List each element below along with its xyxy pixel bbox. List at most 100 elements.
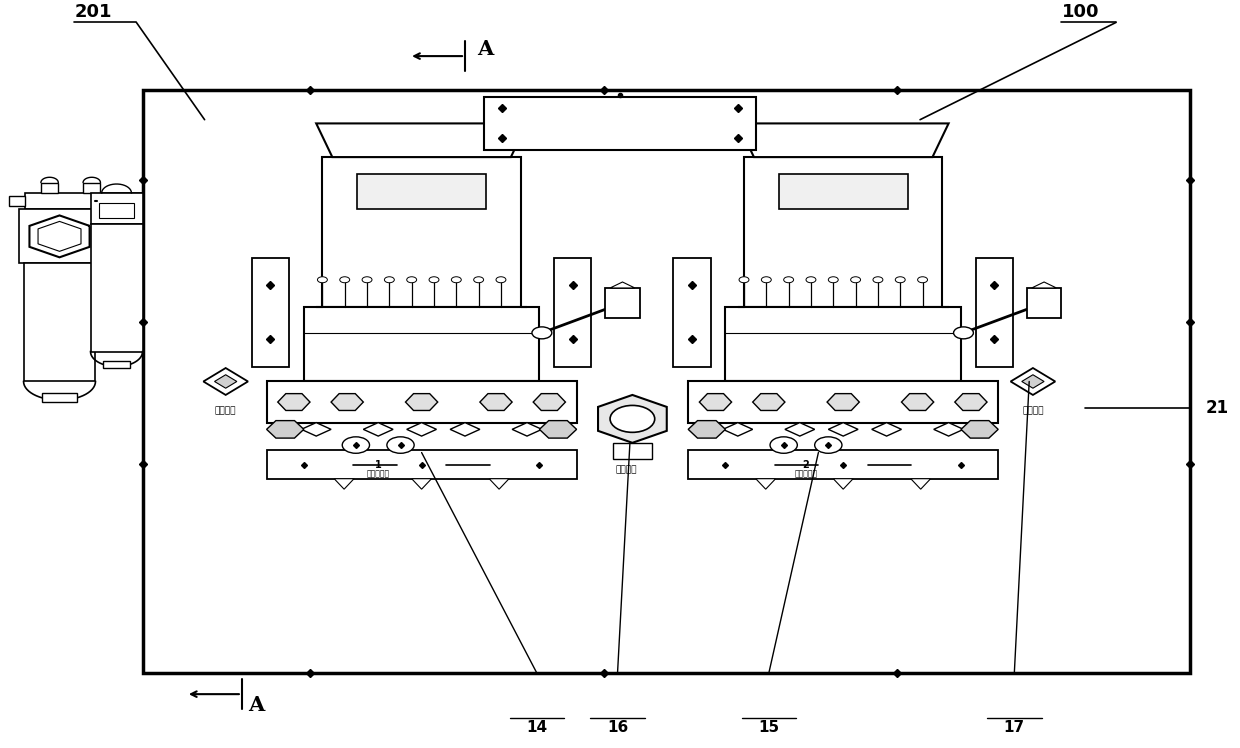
Polygon shape (756, 479, 776, 489)
Circle shape (610, 405, 655, 432)
Bar (484, 97, 756, 150)
Text: 状态显示灯: 状态显示灯 (795, 470, 817, 479)
Polygon shape (785, 423, 815, 436)
Circle shape (342, 437, 370, 453)
Bar (744, 157, 942, 307)
Circle shape (384, 277, 394, 283)
Polygon shape (363, 423, 393, 436)
Bar (605, 288, 640, 318)
Text: 201: 201 (74, 3, 112, 21)
Polygon shape (1032, 282, 1056, 288)
Polygon shape (872, 423, 901, 436)
Polygon shape (215, 375, 237, 388)
Polygon shape (480, 393, 512, 411)
Bar (91, 224, 143, 352)
Circle shape (895, 277, 905, 283)
Text: 14: 14 (526, 720, 548, 735)
Bar (103, 361, 130, 368)
Bar (357, 174, 486, 209)
Polygon shape (412, 479, 432, 489)
Polygon shape (407, 423, 436, 436)
Bar (83, 183, 100, 193)
Polygon shape (598, 395, 667, 443)
Polygon shape (30, 215, 89, 257)
Bar (554, 258, 591, 367)
Polygon shape (910, 479, 930, 489)
Polygon shape (203, 368, 248, 395)
Bar (725, 307, 961, 381)
Text: A: A (477, 39, 494, 58)
Circle shape (317, 277, 327, 283)
Bar (976, 258, 1013, 367)
Polygon shape (1022, 375, 1044, 388)
Text: 手动开关: 手动开关 (1022, 406, 1044, 415)
Text: 应急开关: 应急开关 (615, 465, 637, 474)
Circle shape (474, 277, 484, 283)
Polygon shape (489, 479, 510, 489)
Polygon shape (961, 420, 998, 438)
Circle shape (362, 277, 372, 283)
Circle shape (451, 277, 461, 283)
Text: 2: 2 (802, 460, 810, 470)
Bar (267, 381, 577, 423)
Text: 16: 16 (606, 720, 629, 735)
Bar (1027, 288, 1061, 318)
Circle shape (873, 277, 883, 283)
Polygon shape (934, 423, 963, 436)
Bar (9, 196, 25, 206)
Bar (779, 174, 908, 209)
Polygon shape (688, 420, 725, 438)
Text: 状态显示灯: 状态显示灯 (367, 470, 389, 479)
Text: 手动开关: 手动开关 (215, 406, 237, 415)
Circle shape (770, 437, 797, 453)
Polygon shape (278, 393, 310, 411)
Bar (99, 203, 134, 218)
Text: 21: 21 (1205, 399, 1229, 417)
Bar (252, 258, 289, 367)
Circle shape (739, 277, 749, 283)
Polygon shape (833, 479, 853, 489)
Polygon shape (610, 282, 635, 288)
Circle shape (532, 327, 552, 339)
Polygon shape (539, 420, 577, 438)
Polygon shape (405, 393, 438, 411)
Polygon shape (512, 423, 542, 436)
Polygon shape (316, 123, 527, 157)
Circle shape (815, 437, 842, 453)
Bar (688, 381, 998, 423)
Circle shape (954, 327, 973, 339)
Circle shape (806, 277, 816, 283)
Bar (613, 443, 652, 459)
Text: A: A (248, 695, 264, 714)
Circle shape (340, 277, 350, 283)
Polygon shape (533, 393, 565, 411)
Text: 15: 15 (758, 720, 780, 735)
Circle shape (828, 277, 838, 283)
Text: 100: 100 (1061, 3, 1099, 21)
Polygon shape (738, 123, 949, 157)
Polygon shape (331, 393, 363, 411)
Polygon shape (753, 393, 785, 411)
Circle shape (918, 277, 928, 283)
Polygon shape (301, 423, 331, 436)
Circle shape (429, 277, 439, 283)
Bar (688, 450, 998, 479)
Polygon shape (335, 479, 355, 489)
Circle shape (784, 277, 794, 283)
Bar (91, 193, 143, 224)
Text: 1: 1 (374, 460, 382, 470)
Circle shape (407, 277, 417, 283)
Bar (24, 263, 95, 381)
Bar (673, 258, 711, 367)
Polygon shape (699, 393, 732, 411)
Polygon shape (723, 423, 753, 436)
Polygon shape (827, 393, 859, 411)
Polygon shape (901, 393, 934, 411)
Bar (304, 307, 539, 381)
Polygon shape (1011, 368, 1055, 395)
Bar (42, 393, 77, 402)
Circle shape (761, 277, 771, 283)
Bar (322, 157, 521, 307)
Polygon shape (955, 393, 987, 411)
Bar (143, 90, 1190, 673)
